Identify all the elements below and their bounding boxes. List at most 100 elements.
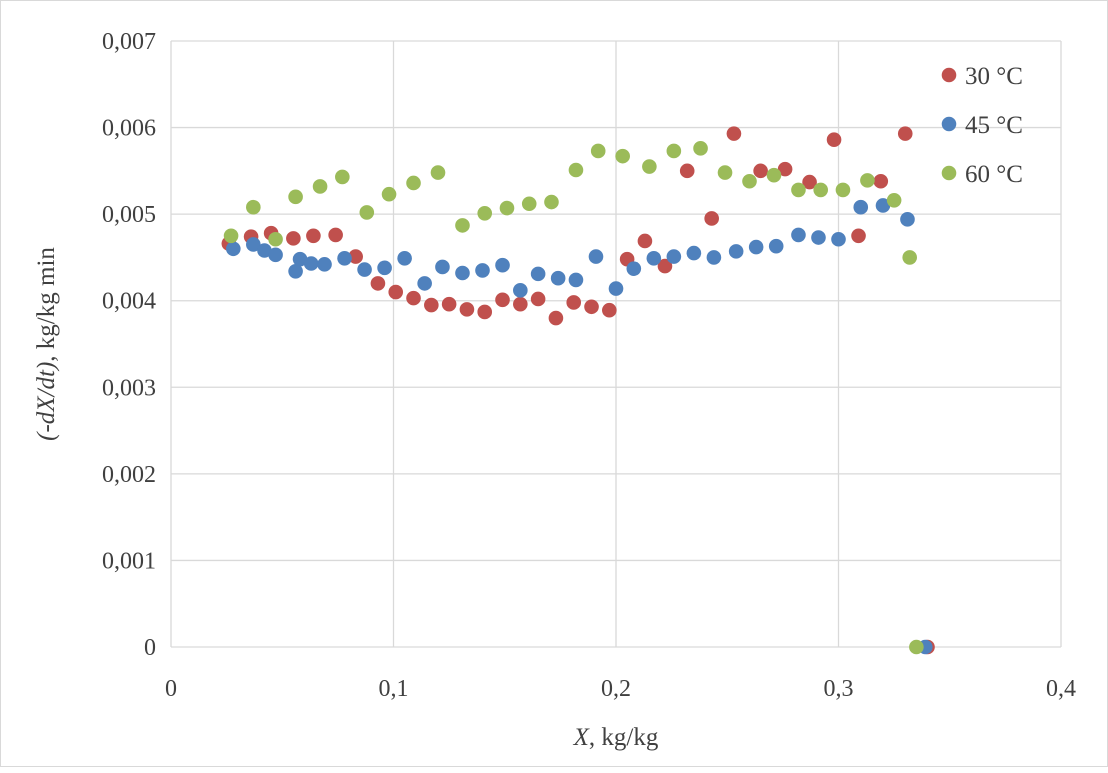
data-point — [292, 251, 308, 267]
data-point — [831, 231, 846, 247]
data-point — [544, 194, 559, 210]
data-point — [359, 205, 375, 220]
data-point — [406, 290, 421, 306]
y-tick-label: 0,007 — [102, 29, 156, 55]
data-point — [406, 175, 421, 191]
data-point — [717, 165, 733, 180]
x-axis-title: X, kg/kg — [573, 724, 659, 751]
y-tick-label: 0,003 — [102, 375, 156, 401]
y-tick-label: 0,004 — [102, 289, 156, 315]
data-point — [666, 249, 682, 264]
data-point — [615, 148, 630, 164]
data-point — [693, 141, 708, 156]
data-point — [548, 310, 564, 326]
data-point — [909, 639, 924, 655]
y-axis-title: (-dX/dt), kg/kg min — [33, 247, 60, 441]
data-point — [608, 281, 624, 296]
y-tick-label: 0,002 — [102, 462, 156, 488]
data-point — [268, 231, 283, 247]
data-point — [550, 270, 566, 286]
data-point — [748, 239, 764, 255]
tick-labels: 0 0,001 0,002 0,003 0,004 0,005 0,006 0,007 0 0,1… — [102, 29, 1076, 702]
data-point — [306, 228, 321, 244]
data-point — [337, 250, 352, 266]
legend-marker — [941, 67, 957, 83]
data-point — [477, 205, 493, 221]
data-point — [813, 182, 828, 198]
data-point — [226, 241, 241, 257]
data-point — [568, 162, 584, 178]
x-tick-label: 0,3 — [824, 676, 854, 702]
data-point — [791, 182, 806, 198]
data-point — [223, 228, 239, 244]
x-tick-label: 0 — [165, 676, 177, 702]
data-point — [704, 211, 719, 226]
data-point — [590, 143, 606, 159]
data-point — [873, 173, 889, 189]
data-point — [381, 186, 397, 202]
data-point — [706, 250, 722, 265]
data-point — [257, 243, 272, 258]
data-point — [455, 265, 470, 281]
data-point — [521, 196, 537, 212]
axis-title-part: ) — [33, 362, 60, 372]
data-point — [312, 179, 328, 194]
y-tick-label: 0,006 — [102, 116, 156, 142]
axis-title-part: (- — [33, 424, 60, 441]
legend-label: 60 °C — [965, 161, 1023, 188]
x-tick-label: 0,1 — [379, 676, 409, 702]
data-point — [268, 247, 283, 263]
data-point — [657, 258, 673, 274]
data-point — [435, 259, 450, 275]
data-point — [602, 302, 617, 318]
data-point — [679, 163, 695, 179]
data-point — [886, 192, 902, 208]
data-point — [853, 199, 869, 215]
data-point — [766, 167, 782, 183]
series-2 — [226, 198, 933, 655]
data-point — [397, 250, 412, 266]
data-point — [588, 249, 604, 264]
axis-title-part: dX — [33, 395, 60, 425]
legend: 30 °C 45 °C 60 °C — [941, 63, 1023, 188]
data-point — [666, 143, 682, 159]
series-3 — [223, 141, 924, 655]
data-point — [742, 173, 757, 189]
data-point — [499, 200, 515, 216]
data-point — [530, 266, 546, 282]
legend-label: 30 °C — [965, 63, 1023, 90]
data-point — [900, 212, 915, 227]
data-point — [417, 276, 432, 291]
data-point — [348, 249, 363, 264]
data-point — [791, 227, 806, 243]
data-point — [753, 163, 768, 179]
data-point — [875, 198, 891, 213]
x-tick-label: 0,2 — [601, 676, 631, 702]
legend-label: 45 °C — [965, 112, 1023, 139]
data-point — [288, 263, 303, 279]
data-point — [513, 283, 528, 298]
data-point — [246, 199, 261, 215]
data-point — [388, 284, 404, 300]
data-point — [860, 173, 875, 188]
data-point — [726, 126, 742, 141]
axis-title-part: , kg/kg min — [33, 247, 60, 362]
data-point — [335, 169, 350, 185]
data-point — [626, 261, 642, 276]
axis-title-part: / — [33, 387, 60, 398]
x-tick-label: 0,4 — [1046, 676, 1076, 702]
data-point — [357, 262, 372, 277]
data-point — [430, 165, 446, 180]
data-point — [686, 245, 702, 261]
data-point — [317, 257, 332, 272]
axis-title-part: , kg/kg — [589, 724, 659, 751]
data-point — [777, 161, 793, 177]
data-point — [495, 292, 510, 308]
data-point — [835, 182, 851, 198]
data-point — [897, 126, 913, 141]
y-tick-label: 0 — [144, 635, 156, 661]
legend-item: 60 °C — [941, 161, 1023, 188]
data-point — [288, 189, 303, 205]
data-point — [637, 233, 653, 249]
